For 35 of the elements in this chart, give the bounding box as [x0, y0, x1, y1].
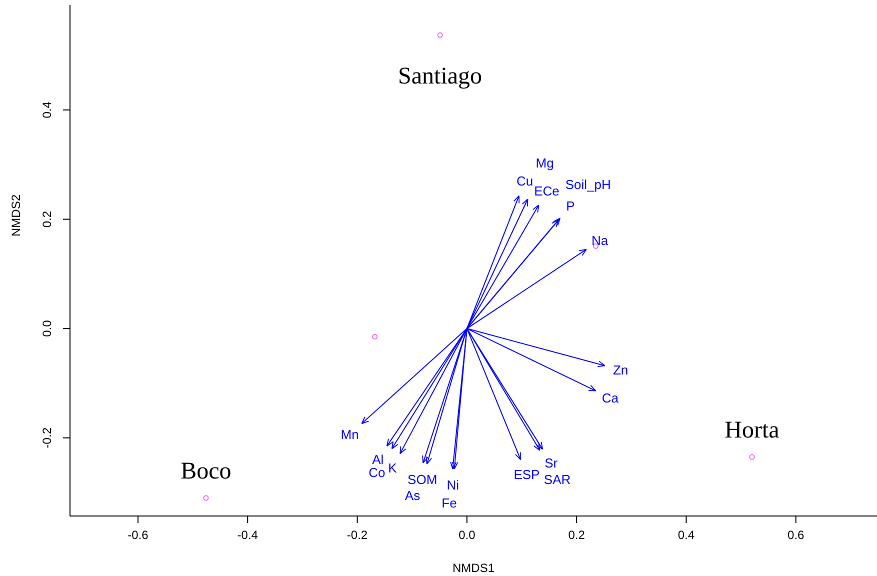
series-label: Ca [602, 390, 620, 406]
x-tick-label: 0.6 [788, 528, 805, 542]
series-label: SOM [408, 472, 438, 487]
series-label: Zn [612, 362, 628, 378]
series-label: Mn [340, 426, 359, 442]
annotation: Horta [724, 417, 780, 444]
series-label: ECe [534, 184, 560, 199]
x-tick-label: 0.0 [458, 528, 476, 542]
series-label: K [388, 460, 398, 476]
series-label: P [566, 198, 575, 214]
x-tick-label: 0.2 [568, 528, 586, 542]
y-tick-label: 0.4 [40, 101, 54, 118]
series-label: Co [368, 465, 386, 480]
x-axis-title: NMDS1 [452, 561, 495, 575]
series-label: Na [591, 233, 609, 248]
y-tick-label: 0.0 [40, 320, 54, 337]
series-label: As [404, 488, 421, 503]
text: Mg [536, 155, 554, 170]
series-label: Sr [544, 455, 558, 470]
annotation: Boco [180, 458, 232, 484]
series-label: Ni [446, 477, 460, 492]
y-tick-label: -0.2 [40, 427, 54, 448]
y-axis-title: NMDS2 [9, 194, 23, 237]
x-tick-label: 0.4 [678, 528, 695, 542]
series-label: Cu [516, 173, 534, 188]
series-label: ESP [514, 467, 540, 482]
text: Soil_pH [565, 177, 611, 192]
y-tick-label: 0.2 [40, 210, 54, 228]
series-label: Al [372, 452, 384, 467]
series-label: SAR [544, 472, 571, 488]
x-tick-label: -0.4 [237, 528, 258, 542]
x-tick-label: -0.6 [128, 528, 149, 542]
annotation: Santiago [398, 63, 482, 90]
text: Fe [442, 495, 457, 510]
x-tick-label: -0.2 [346, 528, 368, 542]
